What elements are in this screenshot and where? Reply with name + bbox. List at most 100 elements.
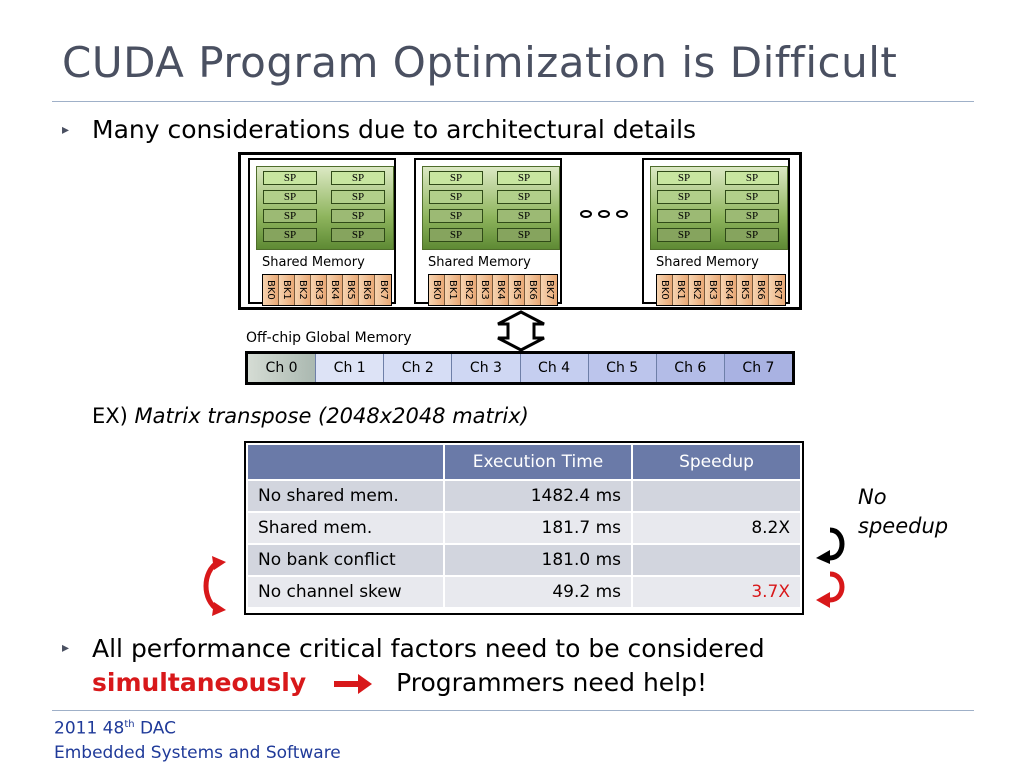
row-time: 49.2 ms — [443, 575, 633, 609]
row-time: 181.0 ms — [443, 543, 633, 577]
channel-5: Ch 5 — [588, 354, 657, 382]
bullet-2-line2: simultaneously Programmers need help! — [92, 666, 765, 700]
row-label: No bank conflict — [246, 543, 445, 577]
bullet-arrow-icon: ▸ — [62, 122, 70, 138]
curved-arrow-icon — [203, 556, 226, 616]
example-text: Matrix transpose (2048x2048 matrix) — [134, 404, 529, 428]
sp-cell: SP — [725, 171, 779, 185]
channel-0: Ch 0 — [248, 354, 317, 382]
memory-bank: BK2 — [295, 275, 311, 305]
bidirectional-arrow-icon — [497, 310, 545, 352]
table-frame — [244, 441, 804, 615]
title-divider — [52, 101, 974, 102]
sp-cell: SP — [497, 190, 551, 204]
bullet-2-line1: All performance critical factors need to… — [92, 634, 765, 663]
sm-block: SP SP SP SP SP SP SP SP Shared Memory BK0 BK1 BK2 BK… — [642, 158, 790, 306]
right-arrow-icon — [334, 674, 373, 694]
sp-array: SP SP SP SP SP SP SP SP — [256, 166, 394, 250]
sp-cell: SP — [657, 228, 711, 242]
sp-cell: SP — [497, 209, 551, 223]
shared-memory-label: Shared Memory — [428, 255, 531, 270]
row-time: 181.7 ms — [443, 511, 633, 545]
memory-bank: BK7 — [541, 275, 557, 305]
table-row: No shared mem. 1482.4 ms — [246, 479, 802, 513]
memory-bank: BK6 — [359, 275, 375, 305]
table-row: No channel skew 49.2 ms 3.7X — [246, 575, 802, 609]
table-header-exec-time: Execution Time — [443, 443, 633, 481]
table-row: No bank conflict 181.0 ms — [246, 543, 802, 577]
sp-cell: SP — [331, 190, 385, 204]
memory-bank: BK6 — [753, 275, 769, 305]
footer-sup: th — [124, 719, 135, 730]
sp-cell: SP — [331, 228, 385, 242]
bank-row: BK0 BK1 BK2 BK3 BK4 BK5 BK6 BK7 — [428, 274, 558, 306]
no-speedup-note: No speedup — [858, 483, 948, 541]
footer: 2011 48th DAC Embedded Systems and Softw… — [54, 713, 341, 765]
sm-block: SP SP SP SP SP SP SP SP Shared Memory BK0 BK1 BK2 BK… — [414, 158, 562, 306]
memory-bank: BK5 — [343, 275, 359, 305]
channel-row: Ch 0 Ch 1 Ch 2 Ch 3 Ch 4 Ch 5 Ch 6 Ch 7 — [245, 351, 795, 385]
row-speedup — [631, 543, 802, 577]
bullet-arrow-icon: ▸ — [62, 640, 70, 656]
sp-cell: SP — [657, 171, 711, 185]
memory-bank: BK0 — [657, 275, 673, 305]
bullet-1: Many considerations due to architectural… — [92, 115, 697, 144]
table-header-empty — [246, 443, 445, 481]
no-speedup-arrow-icon — [816, 527, 845, 564]
footer-conf: DAC — [139, 718, 176, 739]
sp-cell: SP — [263, 209, 317, 223]
row-time: 1482.4 ms — [443, 479, 633, 513]
row-label: No shared mem. — [246, 479, 445, 513]
sp-array: SP SP SP SP SP SP SP SP — [650, 166, 788, 250]
row-speedup: 8.2X — [631, 511, 802, 545]
footer-line2: Embedded Systems and Software — [54, 742, 341, 763]
example-prefix: EX) — [92, 404, 128, 428]
speedup-arrow-icon — [816, 571, 845, 608]
row-label: No channel skew — [246, 575, 445, 609]
memory-bank: BK3 — [311, 275, 327, 305]
sp-cell: SP — [331, 171, 385, 185]
memory-bank: BK3 — [705, 275, 721, 305]
memory-bank: BK5 — [737, 275, 753, 305]
sp-array: SP SP SP SP SP SP SP SP — [422, 166, 560, 250]
sp-cell: SP — [263, 171, 317, 185]
memory-bank: BK1 — [445, 275, 461, 305]
results-table: Execution Time Speedup No shared mem. 14… — [246, 443, 802, 609]
sp-cell: SP — [497, 228, 551, 242]
sp-cell: SP — [263, 190, 317, 204]
sp-cell: SP — [725, 228, 779, 242]
sp-cell: SP — [657, 209, 711, 223]
no-speedup-line2: speedup — [858, 514, 949, 538]
bullet-2-highlight: simultaneously — [92, 668, 307, 697]
sp-cell: SP — [429, 190, 483, 204]
channel-7: Ch 7 — [724, 354, 792, 382]
footer-line1: 2011 48th DAC — [54, 713, 341, 741]
row-label: Shared mem. — [246, 511, 445, 545]
row-speedup — [631, 479, 802, 513]
footer-divider — [52, 710, 974, 711]
memory-bank: BK5 — [509, 275, 525, 305]
shared-memory-label: Shared Memory — [656, 255, 759, 270]
memory-bank: BK4 — [327, 275, 343, 305]
bank-row: BK0 BK1 BK2 BK3 BK4 BK5 BK6 BK7 — [656, 274, 786, 306]
sp-cell: SP — [429, 228, 483, 242]
sp-cell: SP — [725, 209, 779, 223]
global-memory-label: Off-chip Global Memory — [246, 330, 412, 346]
channel-2: Ch 2 — [384, 354, 453, 382]
table-header-speedup: Speedup — [631, 443, 802, 481]
table-row: Shared mem. 181.7 ms 8.2X — [246, 511, 802, 545]
no-speedup-line1: No — [858, 485, 887, 509]
channel-6: Ch 6 — [656, 354, 725, 382]
sp-cell: SP — [331, 209, 385, 223]
memory-bank: BK4 — [493, 275, 509, 305]
shared-memory-label: Shared Memory — [262, 255, 365, 270]
sm-block: SP SP SP SP SP SP SP SP Shared Memory BK0 BK1 BK2 BK… — [248, 158, 396, 306]
ellipsis-icon — [580, 210, 628, 218]
sp-cell: SP — [263, 228, 317, 242]
memory-bank: BK3 — [477, 275, 493, 305]
sp-cell: SP — [497, 171, 551, 185]
memory-bank: BK0 — [263, 275, 279, 305]
memory-bank: BK2 — [461, 275, 477, 305]
memory-bank: BK1 — [279, 275, 295, 305]
slide-title: CUDA Program Optimization is Difficult — [62, 38, 898, 87]
